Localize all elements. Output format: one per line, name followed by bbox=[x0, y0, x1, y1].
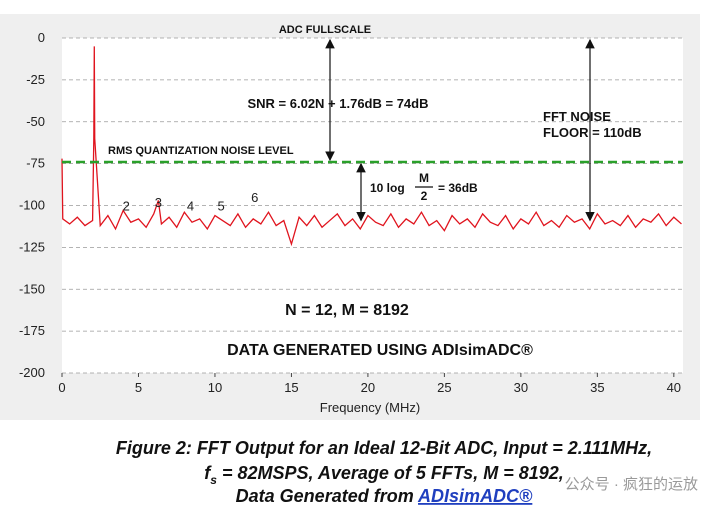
y-tick-label: -25 bbox=[26, 72, 45, 87]
chart-title: ADC FULLSCALE bbox=[279, 24, 371, 36]
y-tick-label: -75 bbox=[26, 156, 45, 171]
gain-prefix: 10 log bbox=[370, 181, 405, 195]
x-tick-label: 25 bbox=[437, 380, 451, 395]
caption-line: Figure 2: FFT Output for an Ideal 12-Bit… bbox=[116, 438, 652, 458]
x-tick-label: 35 bbox=[590, 380, 604, 395]
x-tick-label: 10 bbox=[208, 380, 222, 395]
gain-denominator: 2 bbox=[421, 189, 428, 203]
watermark: 公众号 · 疯狂的运放 bbox=[565, 476, 698, 493]
y-tick-label: -50 bbox=[26, 114, 45, 129]
harmonic-label: 3 bbox=[155, 195, 162, 210]
caption-f: f bbox=[204, 463, 212, 483]
x-tick-label: 20 bbox=[361, 380, 375, 395]
x-tick-label: 0 bbox=[58, 380, 65, 395]
caption-line: Data Generated from ADIsimADC® bbox=[236, 486, 533, 506]
floor-label: FLOOR = 110dB bbox=[543, 125, 642, 140]
rms-label: RMS QUANTIZATION NOISE LEVEL bbox=[108, 145, 294, 157]
gain-numerator: M bbox=[419, 171, 429, 185]
y-tick-label: -200 bbox=[19, 365, 45, 380]
x-tick-label: 40 bbox=[667, 380, 681, 395]
y-tick-label: -175 bbox=[19, 323, 45, 338]
harmonic-label: 6 bbox=[251, 190, 258, 205]
x-axis-label: Frequency (MHz) bbox=[320, 400, 420, 415]
caption-link[interactable]: ADIsimADC® bbox=[417, 486, 533, 506]
y-tick-label: -150 bbox=[19, 281, 45, 296]
x-tick-label: 15 bbox=[284, 380, 298, 395]
snr-label: SNR = 6.02N + 1.76dB = 74dB bbox=[247, 96, 428, 111]
floor-label: FFT NOISE bbox=[543, 109, 611, 124]
caption-subscript: s bbox=[210, 473, 217, 487]
x-tick-label: 5 bbox=[135, 380, 142, 395]
data-line bbox=[61, 46, 682, 247]
y-tick-label: 0 bbox=[38, 30, 45, 45]
caption-line: fs = 82MSPS, Average of 5 FFTs, M = 8192… bbox=[204, 463, 564, 487]
harmonic-label: 2 bbox=[123, 199, 130, 214]
params-label: N = 12, M = 8192 bbox=[285, 302, 409, 319]
x-tick-label: 30 bbox=[514, 380, 528, 395]
harmonic-label: 4 bbox=[187, 199, 194, 214]
y-tick-label: -125 bbox=[19, 239, 45, 254]
source-label: DATA GENERATED USING ADIsimADC® bbox=[227, 342, 533, 359]
harmonic-label: 5 bbox=[217, 199, 224, 214]
caption-rest: = 82MSPS, Average of 5 FFTs, M = 8192, bbox=[217, 463, 564, 483]
gain-suffix: = 36dB bbox=[438, 181, 478, 195]
y-tick-label: -100 bbox=[19, 198, 45, 213]
caption-text: Data Generated from bbox=[236, 486, 418, 506]
